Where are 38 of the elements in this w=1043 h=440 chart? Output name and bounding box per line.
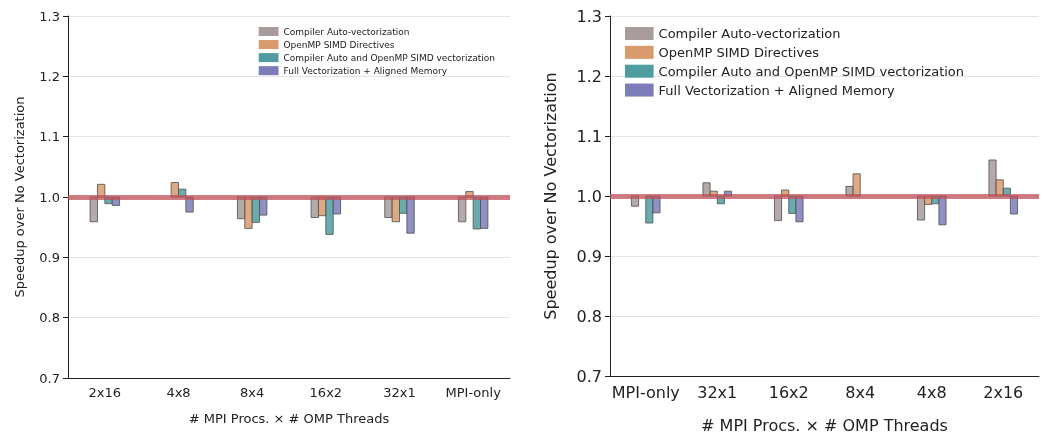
legend-label: Full Vectorization + Aligned Memory	[658, 82, 896, 98]
y-tick-label: 0.8	[39, 310, 60, 326]
y-tick-label: 1.3	[576, 6, 602, 26]
y-tick-label: 1.2	[576, 66, 602, 86]
y-tick-label: 0.7	[576, 366, 602, 386]
x-tick-label: 4x8	[916, 382, 947, 402]
y-tick-label: 1.0	[576, 186, 602, 206]
x-tick-label: 8x4	[240, 385, 265, 400]
y-tick-label: 0.7	[39, 370, 60, 386]
legend-label: Compiler Auto and OpenMP SIMD vectorization	[283, 52, 496, 63]
y-tick-label: 0.9	[576, 246, 602, 266]
legend-label: Full Vectorization + Aligned Memory	[283, 65, 448, 76]
x-axis-title: # MPI Procs. × # OMP Threads	[188, 410, 390, 426]
x-tick-label: 2x16	[983, 382, 1024, 402]
x-tick-label: 32x1	[383, 385, 416, 400]
x-tick-label: MPI-only	[611, 382, 680, 402]
y-tick-label: 0.8	[576, 306, 602, 326]
legend-label: Compiler Auto and OpenMP SIMD vectorization	[658, 63, 965, 79]
x-tick-label: MPI-only	[445, 385, 502, 400]
x-tick-label: 32x1	[697, 382, 738, 402]
y-tick-label: 1.0	[39, 189, 60, 205]
x-axis-title: # MPI Procs. × # OMP Threads	[701, 416, 948, 436]
x-tick-label: 8x4	[845, 382, 876, 402]
legend-label: OpenMP SIMD Directives	[658, 44, 820, 60]
legend-label: OpenMP SIMD Directives	[283, 39, 395, 50]
y-axis-title: Speedup over No Vectorization	[12, 96, 28, 298]
legend-label: Compiler Auto-vectorization	[283, 26, 410, 37]
y-tick-label: 1.1	[39, 129, 60, 145]
y-tick-label: 1.1	[576, 126, 602, 146]
x-tick-label: 4x8	[166, 385, 191, 400]
legend-label: Compiler Auto-vectorization	[658, 26, 841, 41]
x-tick-label: 2x16	[88, 385, 122, 400]
y-axis-title: Speedup over No Vectorization	[541, 72, 561, 320]
y-tick-label: 0.9	[39, 249, 60, 265]
x-tick-label: 16x2	[768, 382, 809, 402]
x-tick-label: 16x2	[309, 385, 343, 400]
y-tick-label: 1.2	[39, 68, 60, 84]
y-tick-label: 1.3	[39, 8, 60, 24]
